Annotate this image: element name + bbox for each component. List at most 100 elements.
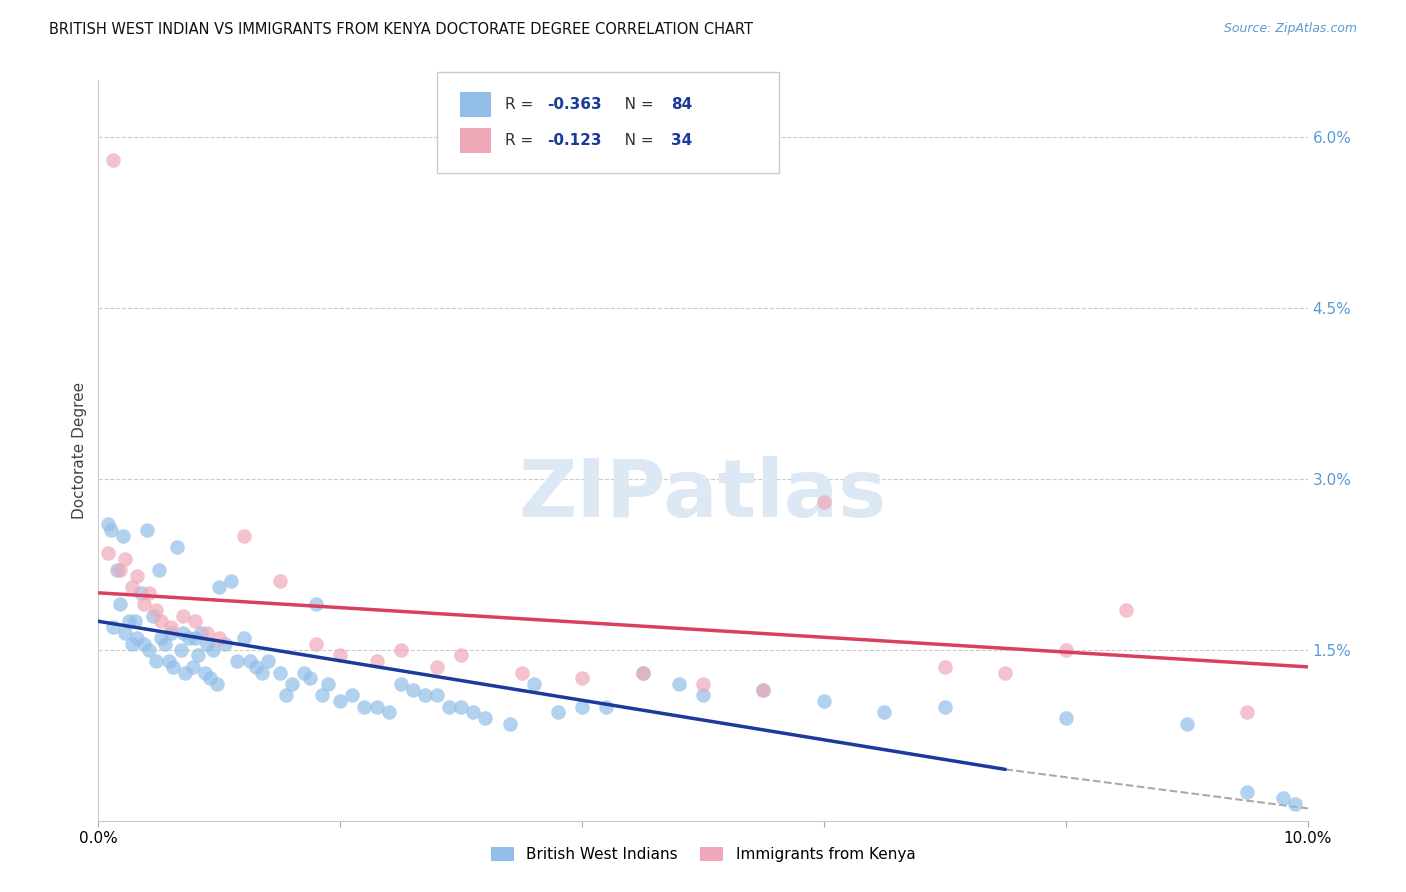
Point [198,671,221,685]
Point [181,660,204,674]
Point [214,637,236,651]
Point [413,689,436,703]
Point [239,654,262,668]
Point [305,597,328,611]
Point [134,637,156,651]
Point [145,603,167,617]
Point [269,574,291,589]
Point [595,699,617,714]
Point [129,586,152,600]
Point [377,706,399,720]
Point [311,689,333,703]
Point [101,153,124,167]
Point [1236,785,1258,799]
Point [256,654,278,668]
Point [184,632,207,646]
Point [187,648,209,663]
Point [934,699,956,714]
Point [232,529,254,543]
Point [150,632,173,646]
Point [111,529,134,543]
Point [148,563,170,577]
Point [994,665,1017,680]
Point [127,632,149,646]
Point [250,665,273,680]
Point [305,637,328,651]
Point [142,608,165,623]
Point [118,615,141,629]
Point [184,615,207,629]
Point [353,699,375,714]
Point [389,677,412,691]
Point [194,665,217,680]
Point [510,665,533,680]
Point [299,671,322,685]
Point [1236,706,1258,720]
Point [523,677,546,691]
Point [631,665,654,680]
Point [138,586,160,600]
Point [124,615,146,629]
Point [1054,642,1077,657]
Text: 84: 84 [671,97,692,112]
Text: ZIPatlas: ZIPatlas [519,456,887,534]
Point [195,625,218,640]
Point [426,660,449,674]
Point [329,694,352,708]
Point [108,563,131,577]
Text: -0.123: -0.123 [547,133,602,147]
Point [135,523,157,537]
Text: -0.363: -0.363 [547,97,602,112]
Point [813,494,835,508]
Point [692,677,714,691]
Point [97,517,120,532]
Point [571,671,593,685]
Point [329,648,352,663]
Point [498,716,520,731]
Point [426,689,449,703]
Point [145,654,167,668]
Point [108,597,131,611]
Point [166,541,188,555]
Point [813,694,835,708]
Point [153,637,176,651]
Text: BRITISH WEST INDIAN VS IMMIGRANTS FROM KENYA DOCTORATE DEGREE CORRELATION CHART: BRITISH WEST INDIAN VS IMMIGRANTS FROM K… [49,22,754,37]
Point [269,665,291,680]
Point [752,682,775,697]
Point [205,677,228,691]
Point [174,665,197,680]
Point [97,546,120,560]
Point [114,551,136,566]
Text: N =: N = [610,97,658,112]
Point [138,642,160,657]
Point [571,699,593,714]
Point [150,615,173,629]
Point [157,654,180,668]
Point [100,523,122,537]
Y-axis label: Doctorate Degree: Doctorate Degree [72,382,87,519]
Text: 34: 34 [671,133,692,147]
Point [668,677,690,691]
Point [474,711,496,725]
Point [1175,716,1198,731]
Point [162,660,184,674]
Text: R =: R = [505,133,538,147]
Point [195,637,218,651]
Point [202,642,225,657]
Point [160,620,183,634]
Point [190,625,212,640]
Point [101,620,124,634]
Point [934,660,956,674]
Point [105,563,128,577]
Point [463,706,485,720]
Point [172,608,194,623]
Point [692,689,714,703]
Point [274,689,297,703]
Point [1054,711,1077,725]
Point [1272,790,1295,805]
Point [114,625,136,640]
Point [366,654,388,668]
Point [160,625,183,640]
Point [121,580,143,594]
Point [437,699,460,714]
